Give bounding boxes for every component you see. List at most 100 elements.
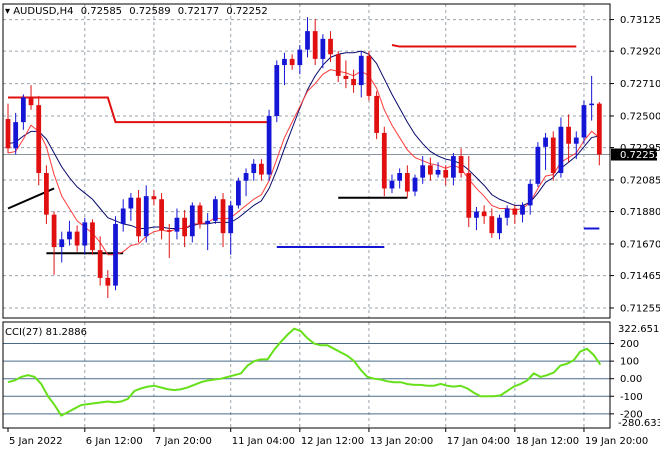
bear-candle xyxy=(550,137,556,174)
bull-candle xyxy=(320,38,326,59)
bull-candle xyxy=(520,205,525,215)
bull-candle xyxy=(397,173,403,181)
moving-averages-layer xyxy=(7,50,600,256)
bear-candle xyxy=(312,31,318,59)
bull-candle xyxy=(189,205,195,237)
bear-candle xyxy=(343,75,349,79)
triangle-down-icon: ▾ xyxy=(5,6,13,17)
bear-candle xyxy=(74,231,80,246)
price-tick-label: 0.71670 xyxy=(620,239,660,250)
bear-candle xyxy=(105,277,111,286)
cci-level-label: 100 xyxy=(620,357,639,368)
bull-candle xyxy=(13,122,19,149)
bull-candle xyxy=(282,58,287,66)
bull-candle xyxy=(435,169,441,175)
price-tick-label: 0.72500 xyxy=(620,111,660,122)
bear-candle xyxy=(596,103,602,155)
bull-candle xyxy=(420,165,426,178)
time-tick-label: 12 Jan 12:00 xyxy=(301,436,364,447)
bear-candle xyxy=(44,173,49,215)
lower-band-line xyxy=(276,227,600,249)
bull-candle xyxy=(243,173,249,181)
bull-candle xyxy=(20,97,26,123)
bull-candle xyxy=(67,231,72,240)
cci-layer xyxy=(7,327,602,417)
current-price-label: 0.72252 xyxy=(620,150,660,161)
bear-candle xyxy=(458,156,464,174)
close-value: 0.72252 xyxy=(226,6,267,17)
slow-ma-line xyxy=(7,50,600,230)
cci-label: CCI(27) 81.2886 xyxy=(5,327,87,338)
axes-layer: 0.71255 0.71465 0.71670 0.71880 0.72085 0.722… xyxy=(2,3,660,447)
price-tick-label: 0.72920 xyxy=(620,47,660,58)
time-tick-label: 18 Jan 12:00 xyxy=(516,436,579,447)
bull-candle xyxy=(535,146,541,184)
bear-candle xyxy=(151,196,157,200)
bear-candle xyxy=(351,78,356,86)
bands-layer xyxy=(7,44,600,255)
bull-candle xyxy=(297,49,303,66)
bear-candle xyxy=(159,199,164,231)
bear-candle xyxy=(489,216,495,234)
bull-candle xyxy=(82,222,88,246)
bear-candle xyxy=(51,214,57,248)
price-pane-frame xyxy=(2,3,611,319)
bear-candle xyxy=(566,126,571,144)
price-tick-label: 0.71465 xyxy=(620,271,660,282)
bull-candle xyxy=(497,217,502,234)
bull-candle xyxy=(558,126,564,174)
bull-candle xyxy=(113,223,118,286)
bear-candle xyxy=(259,163,264,175)
bear-candle xyxy=(36,105,42,174)
bull-candle xyxy=(143,196,149,237)
high-value: 0.72589 xyxy=(129,6,170,17)
cci-max-label: 322.6519 xyxy=(618,324,660,335)
bull-candle xyxy=(543,137,548,147)
bull-candle xyxy=(266,115,272,175)
bull-candle xyxy=(174,217,180,232)
cci-level-label: -100 xyxy=(620,392,643,403)
price-tick-label: 0.73125 xyxy=(620,15,660,26)
bull-candle xyxy=(474,211,479,218)
bull-candle xyxy=(589,103,595,106)
bull-candle xyxy=(120,208,126,224)
bear-candle xyxy=(404,173,410,192)
chart-header: ▾ AUDUSD,H4 0.72585 0.72589 0.72177 0.72… xyxy=(5,6,268,17)
bull-candle xyxy=(274,65,280,116)
time-tick-label: 13 Jan 20:00 xyxy=(370,436,433,447)
bull-candle xyxy=(504,208,510,218)
bull-candle xyxy=(389,180,395,189)
bull-candle xyxy=(527,183,533,206)
bear-candle xyxy=(366,55,372,96)
bear-candle xyxy=(182,217,188,237)
bull-candle xyxy=(251,163,257,174)
bull-candle xyxy=(236,180,241,206)
cci-pane-frame xyxy=(2,321,611,429)
current-price-tag xyxy=(611,148,657,161)
cci-min-label: -280.6332 xyxy=(618,418,660,429)
bull-candle xyxy=(412,177,418,192)
cci-level-label: 0.00 xyxy=(620,374,642,385)
price-tick-label: 0.72085 xyxy=(620,175,660,186)
upper-band-line xyxy=(8,44,577,124)
bull-candle xyxy=(228,205,234,234)
price-tick-label: 0.72710 xyxy=(620,79,660,90)
bear-candle xyxy=(466,173,472,218)
price-tick-label: 0.71255 xyxy=(620,303,660,314)
bear-candle xyxy=(136,197,141,237)
bear-candle xyxy=(289,58,295,66)
bear-candle xyxy=(335,54,341,76)
candles-layer xyxy=(5,17,602,298)
fast-ma-line xyxy=(7,69,600,256)
bear-candle xyxy=(5,119,11,149)
low-value: 0.72177 xyxy=(178,6,219,17)
grid-layer xyxy=(3,4,610,428)
cci-level-label: -200 xyxy=(620,409,643,420)
time-tick-label: 5 Jan 2022 xyxy=(9,436,63,447)
symbol-label: AUDUSD,H4 xyxy=(13,6,73,17)
time-tick-label: 6 Jan 12:00 xyxy=(86,436,143,447)
bear-candle xyxy=(481,211,487,217)
time-tick-label: 17 Jan 04:00 xyxy=(447,436,510,447)
cci-level-label: 200 xyxy=(620,339,639,350)
